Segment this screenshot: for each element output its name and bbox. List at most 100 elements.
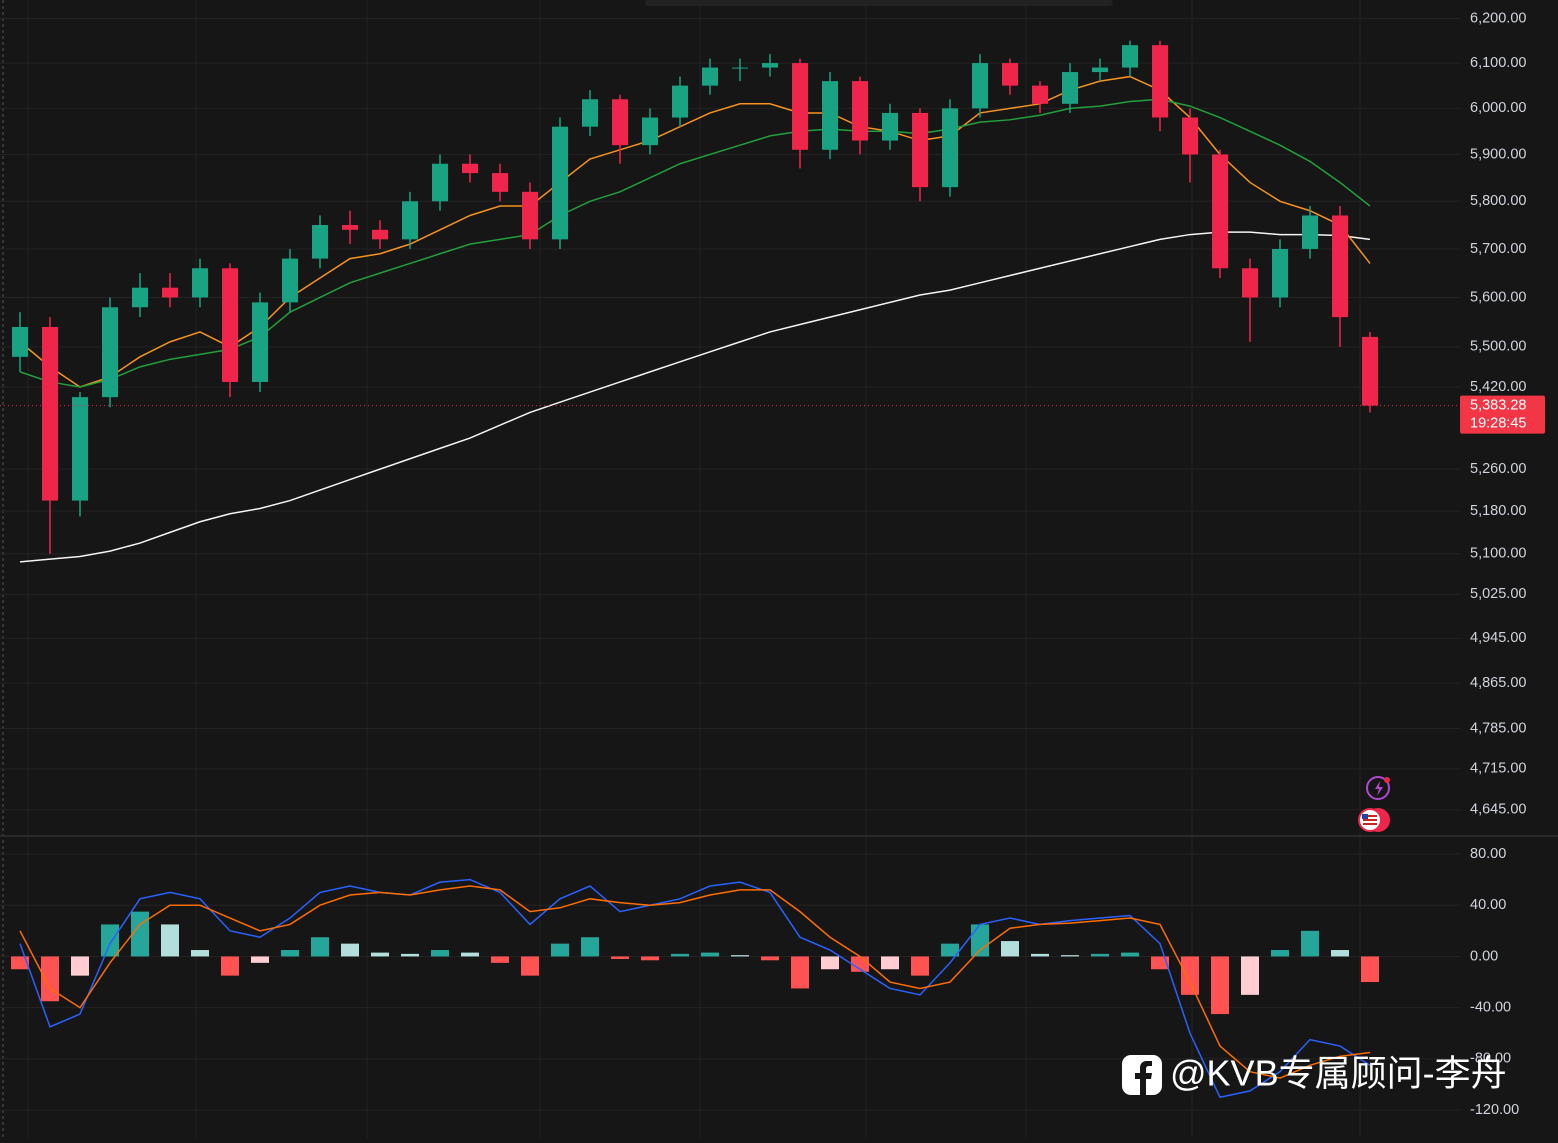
histogram-bar [371,952,389,957]
y-tick-label: 5,500.00 [1470,339,1526,355]
histogram-bar [341,943,359,957]
indicator-line [19,878,1371,1099]
candle-body [702,67,718,86]
candle-body [1362,336,1378,406]
candle-body [1122,45,1138,68]
histogram-bar [941,943,959,957]
candle-body [552,126,568,240]
y-tick-label: 0.00 [1470,948,1498,964]
histogram-bar [1121,952,1139,957]
candle-body [1332,215,1348,318]
indicator-line [19,75,1371,388]
histogram-bar [1031,953,1049,957]
candle-body [672,85,688,118]
histogram-bar [881,956,899,970]
candle-body [432,163,448,202]
candle-body [1062,72,1078,104]
y-tick-label: 40.00 [1470,897,1506,913]
countdown-label: 19:28:45 [1470,415,1526,431]
candle-body [642,117,658,146]
histogram-bar [131,911,149,957]
toolbar[interactable] [645,0,1113,6]
candle-body [402,201,418,240]
histogram-bar [1271,950,1289,957]
histogram-bar [161,924,179,957]
candle-body [822,81,838,150]
y-tick-label: 5,800.00 [1470,193,1526,209]
candle-body [1032,85,1048,104]
candle-body [522,191,538,240]
histogram-bar [281,950,299,957]
candle-body [342,225,358,230]
y-tick-label: 6,100.00 [1470,55,1526,71]
candle-body [132,287,148,308]
candle-body [912,112,928,188]
indicator-line [19,98,1371,388]
histogram-bar [1361,956,1379,983]
candle-body [852,81,868,141]
histogram-bar [671,953,689,957]
candle-body [1242,268,1258,298]
histogram-bar [191,950,209,957]
histogram-bar [971,924,989,957]
histogram-bar [1091,953,1109,957]
histogram-bar [1241,956,1259,995]
y-tick-label: 6,000.00 [1470,100,1526,116]
y-tick-label: -80.00 [1470,1051,1511,1067]
watermark: @KVB专属顾问-李舟 [1122,1053,1507,1095]
candle-body [1092,67,1108,73]
candle-body [942,108,958,188]
y-tick-label: 5,180.00 [1470,503,1526,519]
y-tick-label: 80.00 [1470,846,1506,862]
histogram-bar [431,950,449,957]
plot-layer: 6,200.00 6,100.00 6,000.00 5,900.00 5,800.00… [0,10,1545,1118]
y-tick-label: 4,785.00 [1470,720,1526,736]
y-tick-label: 5,900.00 [1470,146,1526,162]
y-tick-label: 4,715.00 [1470,761,1526,777]
y-tick-label: 4,945.00 [1470,630,1526,646]
histogram-bar [1331,950,1349,957]
histogram-bar [581,937,599,957]
histogram-bar [821,956,839,970]
histogram-bar [221,956,239,976]
indicator-line [19,231,1371,563]
histogram-bar [461,952,479,957]
candle-body [612,99,628,146]
histogram-bar [11,956,29,970]
histogram-bar [1301,930,1319,957]
y-tick-label: -40.00 [1470,999,1511,1015]
y-tick-label: 5,025.00 [1470,586,1526,602]
histogram-bar [1211,956,1229,1015]
candle-body [1152,45,1168,118]
indicator-icons[interactable] [1358,776,1390,832]
histogram-bar [401,953,419,957]
y-tick-label: 5,420.00 [1470,379,1526,395]
watermark-text: @KVB专属顾问-李舟 [1170,1053,1507,1094]
candle-body [462,163,478,174]
histogram-bar [1151,956,1169,970]
last-price-label: 5,383.28 [1470,397,1526,413]
candle-body [1212,154,1228,269]
histogram-bar [311,937,329,957]
candle-body [732,67,748,69]
candle-body [372,229,388,240]
candle-body [792,63,808,150]
histogram-bar [71,956,89,976]
histogram-bar [41,956,59,1002]
histogram-bar [641,956,659,961]
candle-body [222,268,238,382]
histogram-bar [791,956,809,989]
histogram-bar [701,952,719,957]
y-tick-label: 5,600.00 [1470,289,1526,305]
candle-body [1302,215,1318,249]
y-tick-label: 4,645.00 [1470,802,1526,818]
candle-body [972,63,988,109]
vertical-grid [27,0,1361,1138]
candle-body [102,307,118,398]
histogram-bar [521,956,539,976]
candle-body [12,326,28,357]
histogram-bar [1001,941,1019,957]
candle-body [1272,248,1288,298]
